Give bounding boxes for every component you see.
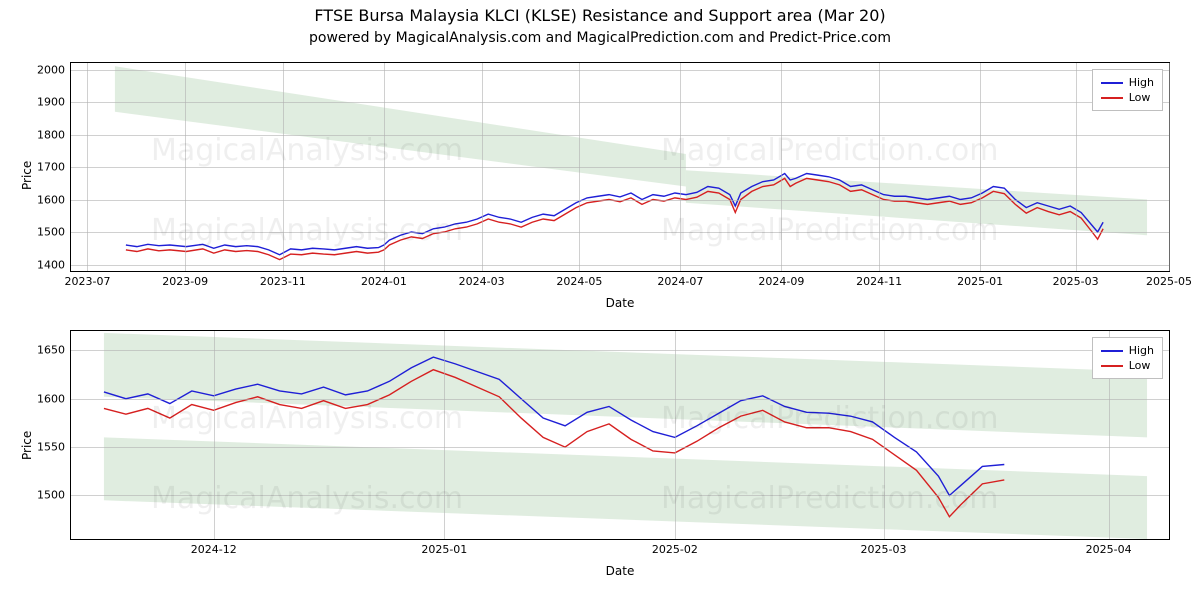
legend-high-label: High: [1129, 76, 1154, 89]
support-resistance-band: [115, 66, 686, 186]
legend-top: High Low: [1092, 69, 1163, 111]
gridline-h: [71, 167, 1169, 168]
gridline-v: [879, 63, 880, 271]
y-axis-label-bottom: Price: [20, 431, 34, 460]
y-tick-label: 1550: [37, 441, 65, 454]
gridline-h: [71, 399, 1169, 400]
y-tick-label: 1800: [37, 128, 65, 141]
x-tick-label: 2024-12: [191, 543, 237, 556]
legend-high-label-b: High: [1129, 344, 1154, 357]
bottom-chart-plot: [71, 331, 1169, 539]
chart-subtitle: powered by MagicalAnalysis.com and Magic…: [0, 30, 1200, 46]
x-tick-label: 2025-03: [861, 543, 907, 556]
y-tick-label: 1600: [37, 193, 65, 206]
x-tick-label: 2025-01: [421, 543, 467, 556]
y-tick-label: 1600: [37, 392, 65, 405]
gridline-h: [71, 135, 1169, 136]
gridline-v: [884, 331, 885, 539]
y-axis-label-top: Price: [20, 161, 34, 190]
y-tick-label: 1500: [37, 489, 65, 502]
gridline-v: [675, 331, 676, 539]
x-tick-label: 2024-01: [361, 275, 407, 288]
gridline-h: [71, 200, 1169, 201]
legend-bottom: High Low: [1092, 337, 1163, 379]
gridline-v: [384, 63, 385, 271]
x-axis-label-bottom: Date: [570, 564, 670, 578]
x-tick-label: 2024-07: [657, 275, 703, 288]
x-tick-label: 2024-11: [856, 275, 902, 288]
y-tick-label: 1400: [37, 258, 65, 271]
support-resistance-band: [104, 437, 1147, 539]
legend-low-label-b: Low: [1129, 359, 1151, 372]
gridline-h: [71, 232, 1169, 233]
x-tick-label: 2025-05: [1146, 275, 1192, 288]
gridline-v: [283, 63, 284, 271]
gridline-h: [71, 265, 1169, 266]
gridline-v: [1169, 63, 1170, 271]
chart-title: FTSE Bursa Malaysia KLCI (KLSE) Resistan…: [0, 6, 1200, 25]
gridline-v: [214, 331, 215, 539]
x-tick-label: 2024-09: [758, 275, 804, 288]
gridline-v: [680, 63, 681, 271]
x-axis-label-top: Date: [570, 296, 670, 310]
legend-low-label: Low: [1129, 91, 1151, 104]
top-chart-panel: MagicalAnalysis.com MagicalPrediction.co…: [70, 62, 1170, 272]
gridline-v: [980, 63, 981, 271]
gridline-v: [781, 63, 782, 271]
x-tick-label: 2024-03: [459, 275, 505, 288]
y-tick-label: 1500: [37, 226, 65, 239]
x-tick-label: 2023-07: [64, 275, 110, 288]
x-tick-label: 2025-03: [1053, 275, 1099, 288]
x-tick-label: 2024-05: [556, 275, 602, 288]
x-tick-label: 2025-02: [652, 543, 698, 556]
gridline-v: [87, 63, 88, 271]
gridline-v: [444, 331, 445, 539]
y-tick-label: 1900: [37, 96, 65, 109]
gridline-h: [71, 495, 1169, 496]
gridline-v: [1076, 63, 1077, 271]
y-tick-label: 1700: [37, 161, 65, 174]
x-tick-label: 2025-04: [1086, 543, 1132, 556]
figure: FTSE Bursa Malaysia KLCI (KLSE) Resistan…: [0, 0, 1200, 600]
x-tick-label: 2023-11: [260, 275, 306, 288]
gridline-h: [71, 350, 1169, 351]
gridline-h: [71, 70, 1169, 71]
gridline-h: [71, 447, 1169, 448]
gridline-v: [185, 63, 186, 271]
x-tick-label: 2025-01: [957, 275, 1003, 288]
gridline-h: [71, 102, 1169, 103]
gridline-v: [579, 63, 580, 271]
y-tick-label: 1650: [37, 344, 65, 357]
y-tick-label: 2000: [37, 63, 65, 76]
bottom-chart-panel: MagicalAnalysis.com MagicalPrediction.co…: [70, 330, 1170, 540]
x-tick-label: 2023-09: [162, 275, 208, 288]
gridline-v: [482, 63, 483, 271]
